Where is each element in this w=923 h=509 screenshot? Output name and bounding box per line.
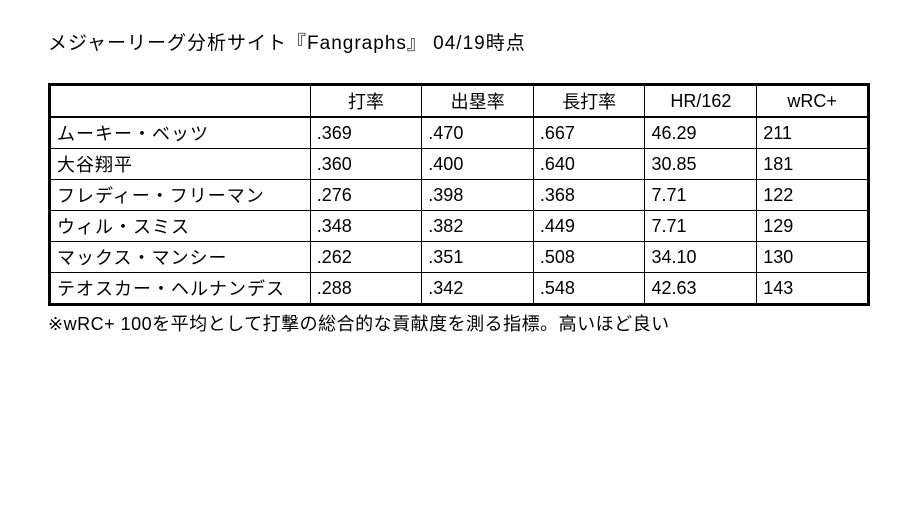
stat-avg: .348 [310, 211, 422, 242]
stat-avg: .262 [310, 242, 422, 273]
table-row: テオスカー・ヘルナンデス .288 .342 .548 42.63 143 [50, 273, 869, 305]
stat-obp: .470 [422, 117, 534, 149]
stat-obp: .398 [422, 180, 534, 211]
table-row: ウィル・スミス .348 .382 .449 7.71 129 [50, 211, 869, 242]
stat-avg: .369 [310, 117, 422, 149]
stat-avg: .276 [310, 180, 422, 211]
stat-hr162: 30.85 [645, 149, 757, 180]
stat-avg: .360 [310, 149, 422, 180]
stat-obp: .382 [422, 211, 534, 242]
stats-table: 打率 出塁率 長打率 HR/162 wRC+ ムーキー・ベッツ .369 .47… [48, 83, 870, 306]
stat-obp: .351 [422, 242, 534, 273]
stat-slg: .449 [533, 211, 645, 242]
header-hr162: HR/162 [645, 85, 757, 118]
player-name: テオスカー・ヘルナンデス [50, 273, 311, 305]
stat-wrcplus: 130 [757, 242, 869, 273]
header-slg: 長打率 [533, 85, 645, 118]
stat-wrcplus: 122 [757, 180, 869, 211]
player-name: 大谷翔平 [50, 149, 311, 180]
table-row: 大谷翔平 .360 .400 .640 30.85 181 [50, 149, 869, 180]
player-name: フレディー・フリーマン [50, 180, 311, 211]
stat-hr162: 7.71 [645, 211, 757, 242]
stat-obp: .400 [422, 149, 534, 180]
table-row: ムーキー・ベッツ .369 .470 .667 46.29 211 [50, 117, 869, 149]
stat-slg: .368 [533, 180, 645, 211]
table-header-row: 打率 出塁率 長打率 HR/162 wRC+ [50, 85, 869, 118]
header-wrcplus: wRC+ [757, 85, 869, 118]
stat-wrcplus: 143 [757, 273, 869, 305]
player-name: ウィル・スミス [50, 211, 311, 242]
player-name: マックス・マンシー [50, 242, 311, 273]
header-obp: 出塁率 [422, 85, 534, 118]
stat-slg: .548 [533, 273, 645, 305]
table-row: フレディー・フリーマン .276 .398 .368 7.71 122 [50, 180, 869, 211]
stat-wrcplus: 211 [757, 117, 869, 149]
stat-slg: .508 [533, 242, 645, 273]
player-name: ムーキー・ベッツ [50, 117, 311, 149]
stat-wrcplus: 181 [757, 149, 869, 180]
stat-hr162: 42.63 [645, 273, 757, 305]
stat-slg: .640 [533, 149, 645, 180]
table-row: マックス・マンシー .262 .351 .508 34.10 130 [50, 242, 869, 273]
stat-avg: .288 [310, 273, 422, 305]
stat-hr162: 46.29 [645, 117, 757, 149]
stat-slg: .667 [533, 117, 645, 149]
stat-hr162: 7.71 [645, 180, 757, 211]
page-title: メジャーリーグ分析サイト『Fangraphs』 04/19時点 [48, 28, 875, 55]
stat-obp: .342 [422, 273, 534, 305]
stat-hr162: 34.10 [645, 242, 757, 273]
header-avg: 打率 [310, 85, 422, 118]
footnote: ※wRC+ 100を平均として打撃の総合的な貢献度を測る指標。高いほど良い [48, 310, 875, 336]
stat-wrcplus: 129 [757, 211, 869, 242]
header-name [50, 85, 311, 118]
